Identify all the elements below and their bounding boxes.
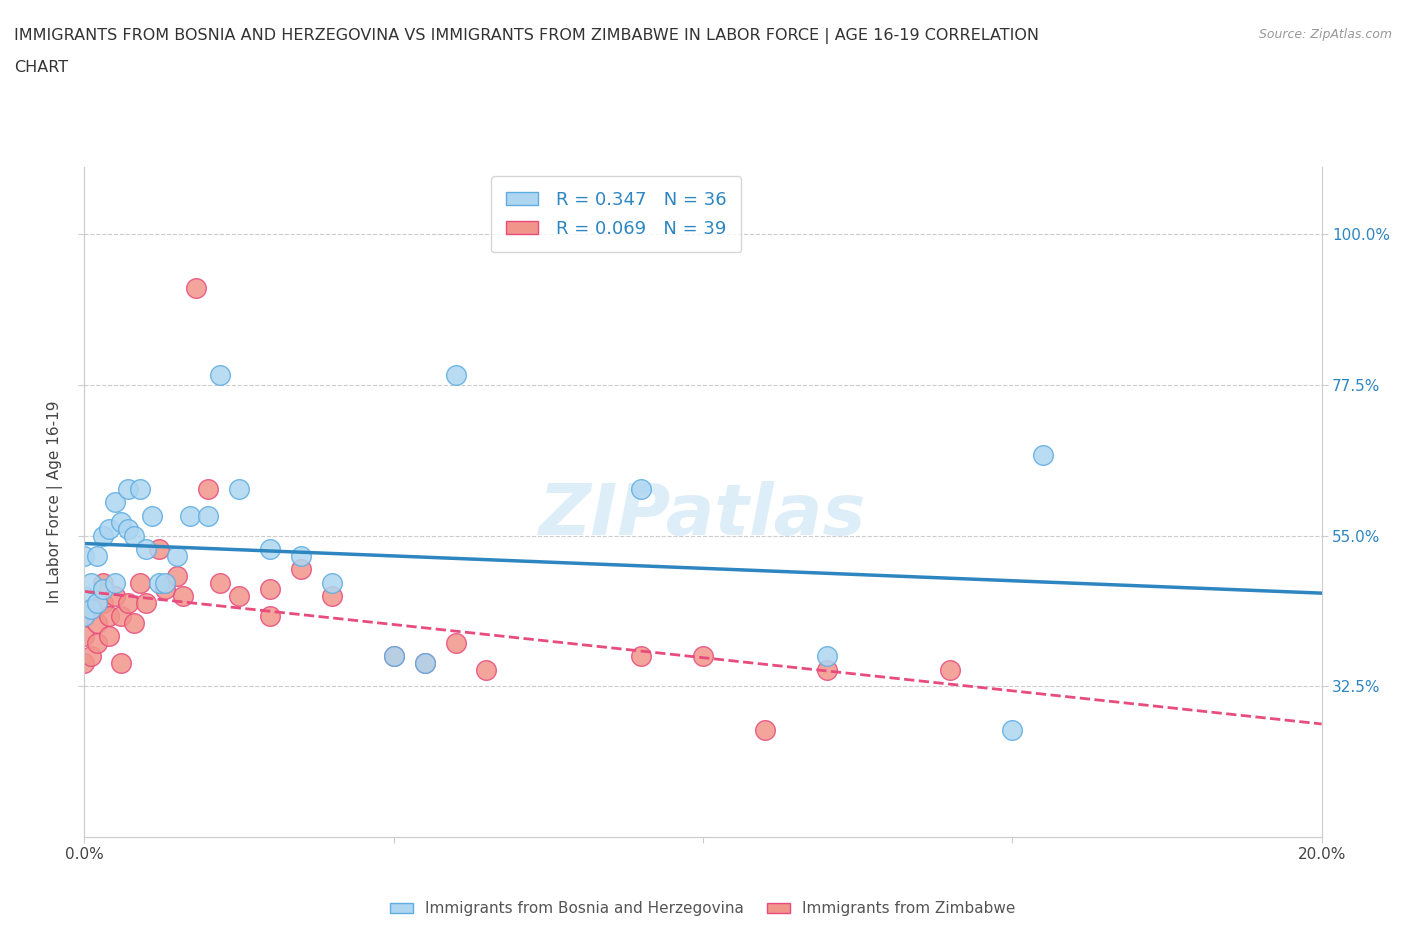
Point — [321, 589, 343, 604]
Point — [73, 549, 96, 564]
Y-axis label: In Labor Force | Age 16-19: In Labor Force | Age 16-19 — [46, 401, 63, 604]
Point — [444, 635, 467, 650]
Point — [79, 602, 101, 617]
Point — [153, 582, 176, 597]
Point — [259, 541, 281, 556]
Point — [444, 367, 467, 382]
Point — [228, 589, 250, 604]
Point — [259, 608, 281, 623]
Point — [98, 629, 121, 644]
Point — [754, 723, 776, 737]
Point — [290, 549, 312, 564]
Point — [104, 575, 127, 590]
Point — [73, 608, 96, 623]
Point — [630, 482, 652, 497]
Point — [79, 575, 101, 590]
Point — [692, 649, 714, 664]
Point — [122, 528, 145, 543]
Point — [117, 482, 139, 497]
Point — [382, 649, 405, 664]
Point — [630, 649, 652, 664]
Point — [413, 656, 436, 671]
Point — [166, 549, 188, 564]
Point — [73, 608, 96, 623]
Point — [79, 649, 101, 664]
Point — [209, 367, 232, 382]
Point — [382, 649, 405, 664]
Point — [197, 482, 219, 497]
Point — [117, 595, 139, 610]
Point — [91, 575, 114, 590]
Point — [815, 649, 838, 664]
Point — [129, 482, 152, 497]
Point — [259, 582, 281, 597]
Point — [86, 616, 108, 631]
Point — [197, 508, 219, 523]
Point — [135, 595, 157, 610]
Text: ZIPatlas: ZIPatlas — [540, 481, 866, 550]
Point — [86, 595, 108, 610]
Point — [172, 589, 194, 604]
Point — [104, 495, 127, 510]
Point — [91, 582, 114, 597]
Point — [228, 482, 250, 497]
Point — [98, 522, 121, 537]
Point — [91, 528, 114, 543]
Point — [110, 656, 132, 671]
Point — [939, 662, 962, 677]
Point — [153, 575, 176, 590]
Point — [122, 616, 145, 631]
Point — [179, 508, 201, 523]
Point — [184, 281, 207, 296]
Point — [129, 575, 152, 590]
Point — [110, 608, 132, 623]
Legend: Immigrants from Bosnia and Herzegovina, Immigrants from Zimbabwe: Immigrants from Bosnia and Herzegovina, … — [384, 896, 1022, 923]
Point — [413, 656, 436, 671]
Text: Source: ZipAtlas.com: Source: ZipAtlas.com — [1258, 28, 1392, 41]
Point — [117, 522, 139, 537]
Point — [91, 595, 114, 610]
Point — [98, 608, 121, 623]
Text: CHART: CHART — [14, 60, 67, 75]
Point — [475, 662, 498, 677]
Point — [86, 549, 108, 564]
Point — [815, 662, 838, 677]
Point — [290, 562, 312, 577]
Point — [141, 508, 163, 523]
Point — [135, 541, 157, 556]
Legend: R = 0.347   N = 36, R = 0.069   N = 39: R = 0.347 N = 36, R = 0.069 N = 39 — [491, 177, 741, 252]
Point — [209, 575, 232, 590]
Point — [104, 589, 127, 604]
Point — [321, 575, 343, 590]
Point — [148, 541, 170, 556]
Point — [148, 575, 170, 590]
Point — [79, 602, 101, 617]
Point — [73, 589, 96, 604]
Point — [73, 656, 96, 671]
Point — [73, 629, 96, 644]
Point — [110, 515, 132, 530]
Text: IMMIGRANTS FROM BOSNIA AND HERZEGOVINA VS IMMIGRANTS FROM ZIMBABWE IN LABOR FORC: IMMIGRANTS FROM BOSNIA AND HERZEGOVINA V… — [14, 28, 1039, 44]
Point — [1032, 448, 1054, 463]
Point — [166, 568, 188, 583]
Point — [1001, 723, 1024, 737]
Point — [86, 635, 108, 650]
